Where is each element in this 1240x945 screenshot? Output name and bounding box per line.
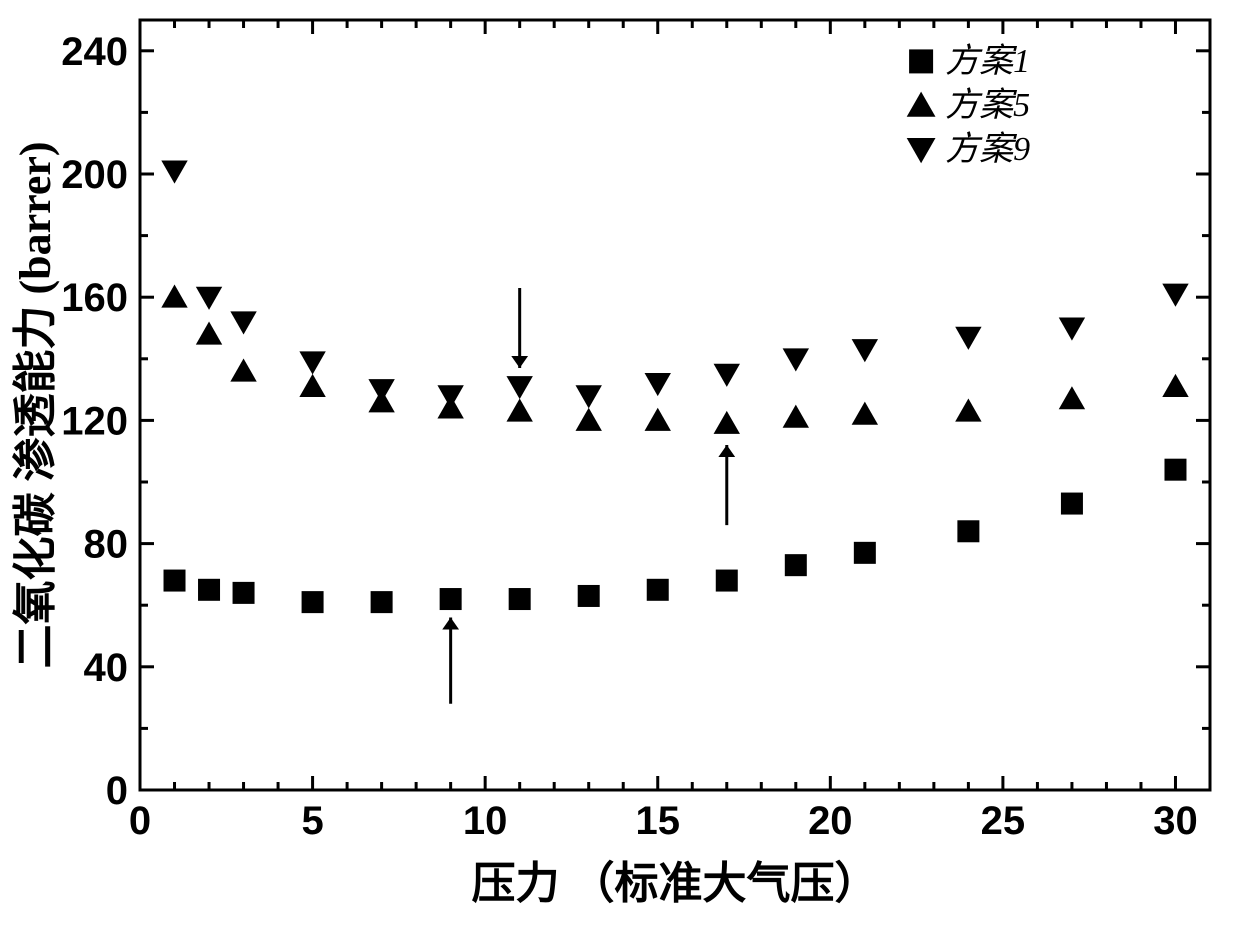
marker-square <box>371 591 393 613</box>
marker-square <box>198 579 220 601</box>
marker-square <box>440 588 462 610</box>
y-tick-label: 80 <box>84 523 129 567</box>
marker-square <box>578 585 600 607</box>
legend: 方案1 方案5 方案9 <box>907 43 1030 168</box>
marker-square <box>785 554 807 576</box>
x-tick-label: 25 <box>981 799 1026 843</box>
y-tick-label: 40 <box>84 646 129 690</box>
x-tick-label: 30 <box>1153 799 1198 843</box>
x-tick-label: 20 <box>808 799 853 843</box>
marker-square <box>164 570 186 592</box>
marker-square <box>957 520 979 542</box>
plot-background <box>0 0 1240 945</box>
legend-label: 方案9 <box>945 131 1030 168</box>
legend-label: 方案1 <box>945 43 1030 80</box>
marker-square <box>647 579 669 601</box>
chart-svg: 0 5 10 15 20 25 30 0 40 80 120 160 200 240 压力 （标准大气压） 二… <box>0 0 1240 945</box>
marker-square <box>1061 493 1083 515</box>
x-tick-label: 10 <box>463 799 508 843</box>
y-tick-label: 240 <box>61 30 128 74</box>
x-tick-label: 15 <box>635 799 680 843</box>
x-axis-title: 压力 （标准大气压） <box>472 859 879 908</box>
y-tick-label: 120 <box>61 399 128 443</box>
marker-square <box>1164 459 1186 481</box>
marker-square <box>909 49 933 73</box>
marker-square <box>716 570 738 592</box>
marker-square <box>233 582 255 604</box>
marker-square <box>302 591 324 613</box>
x-tick-label: 5 <box>301 799 323 843</box>
x-tick-label: 0 <box>129 799 151 843</box>
y-tick-label: 200 <box>61 153 128 197</box>
legend-label: 方案5 <box>945 87 1030 124</box>
figure: 0 5 10 15 20 25 30 0 40 80 120 160 200 240 压力 （标准大气压） 二… <box>0 0 1240 945</box>
y-tick-label: 160 <box>61 276 128 320</box>
y-tick-label: 0 <box>106 769 128 813</box>
marker-square <box>854 542 876 564</box>
marker-square <box>509 588 531 610</box>
y-axis-title: 二氧化碳 渗透能力 (barrer) <box>11 141 60 668</box>
